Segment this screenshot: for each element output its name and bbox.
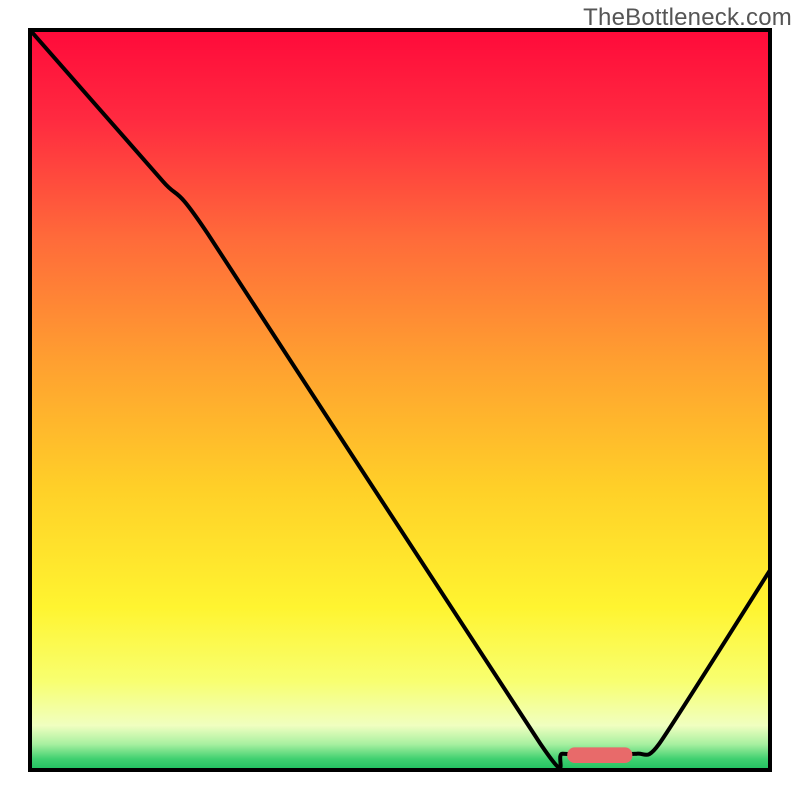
chart-svg — [0, 0, 800, 800]
chart-frame: TheBottleneck.com — [0, 0, 800, 800]
gradient-background — [30, 30, 770, 770]
optimal-range-marker — [567, 747, 632, 763]
watermark-text: TheBottleneck.com — [583, 4, 792, 32]
